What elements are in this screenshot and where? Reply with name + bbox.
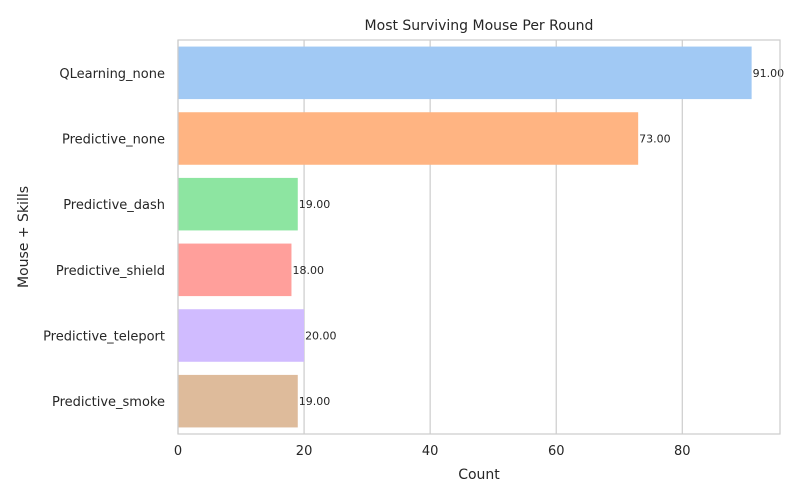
bar-value-label: 19.00 [299, 395, 331, 408]
y-tick-label: Predictive_smoke [52, 395, 165, 410]
y-tick-label: Predictive_dash [63, 198, 165, 213]
bar-Predictive_teleport [178, 309, 305, 362]
y-tick-label: QLearning_none [59, 67, 165, 82]
x-tick-label: 0 [174, 444, 182, 459]
bar-value-labels: 91.00 73.00 19.00 18.00 20.00 19.00 [292, 67, 784, 408]
bar-value-label: 18.00 [292, 264, 324, 277]
y-tick-labels: QLearning_none Predictive_none Predictive_… [43, 67, 165, 410]
x-tick-label: 60 [548, 444, 565, 459]
bar-Predictive_none [178, 112, 639, 165]
x-tick-label: 20 [296, 444, 313, 459]
plot-frame [177, 39, 781, 435]
bar-Predictive_smoke [178, 374, 298, 428]
bar-value-label: 73.00 [639, 133, 671, 146]
x-axis-label: Count [458, 467, 500, 483]
bar-value-label: 20.00 [305, 330, 337, 343]
bar-Predictive_dash [178, 177, 298, 231]
y-tick-label: Predictive_teleport [43, 330, 165, 345]
x-tick-label: 40 [422, 444, 439, 459]
x-tick-label: 80 [674, 444, 691, 459]
y-tick-label: Predictive_shield [56, 264, 165, 279]
chart-title: Most Surviving Mouse Per Round [365, 18, 594, 34]
bar-Predictive_shield [178, 243, 292, 297]
bar-QLearning_none [178, 46, 752, 100]
bar-value-label: 19.00 [299, 198, 331, 211]
bar-value-label: 91.00 [753, 67, 785, 80]
y-tick-label: Predictive_none [62, 133, 165, 148]
x-tick-labels: 0 20 40 60 80 [174, 444, 691, 459]
bars [178, 46, 752, 428]
y-axis-label: Mouse + Skills [16, 186, 32, 288]
